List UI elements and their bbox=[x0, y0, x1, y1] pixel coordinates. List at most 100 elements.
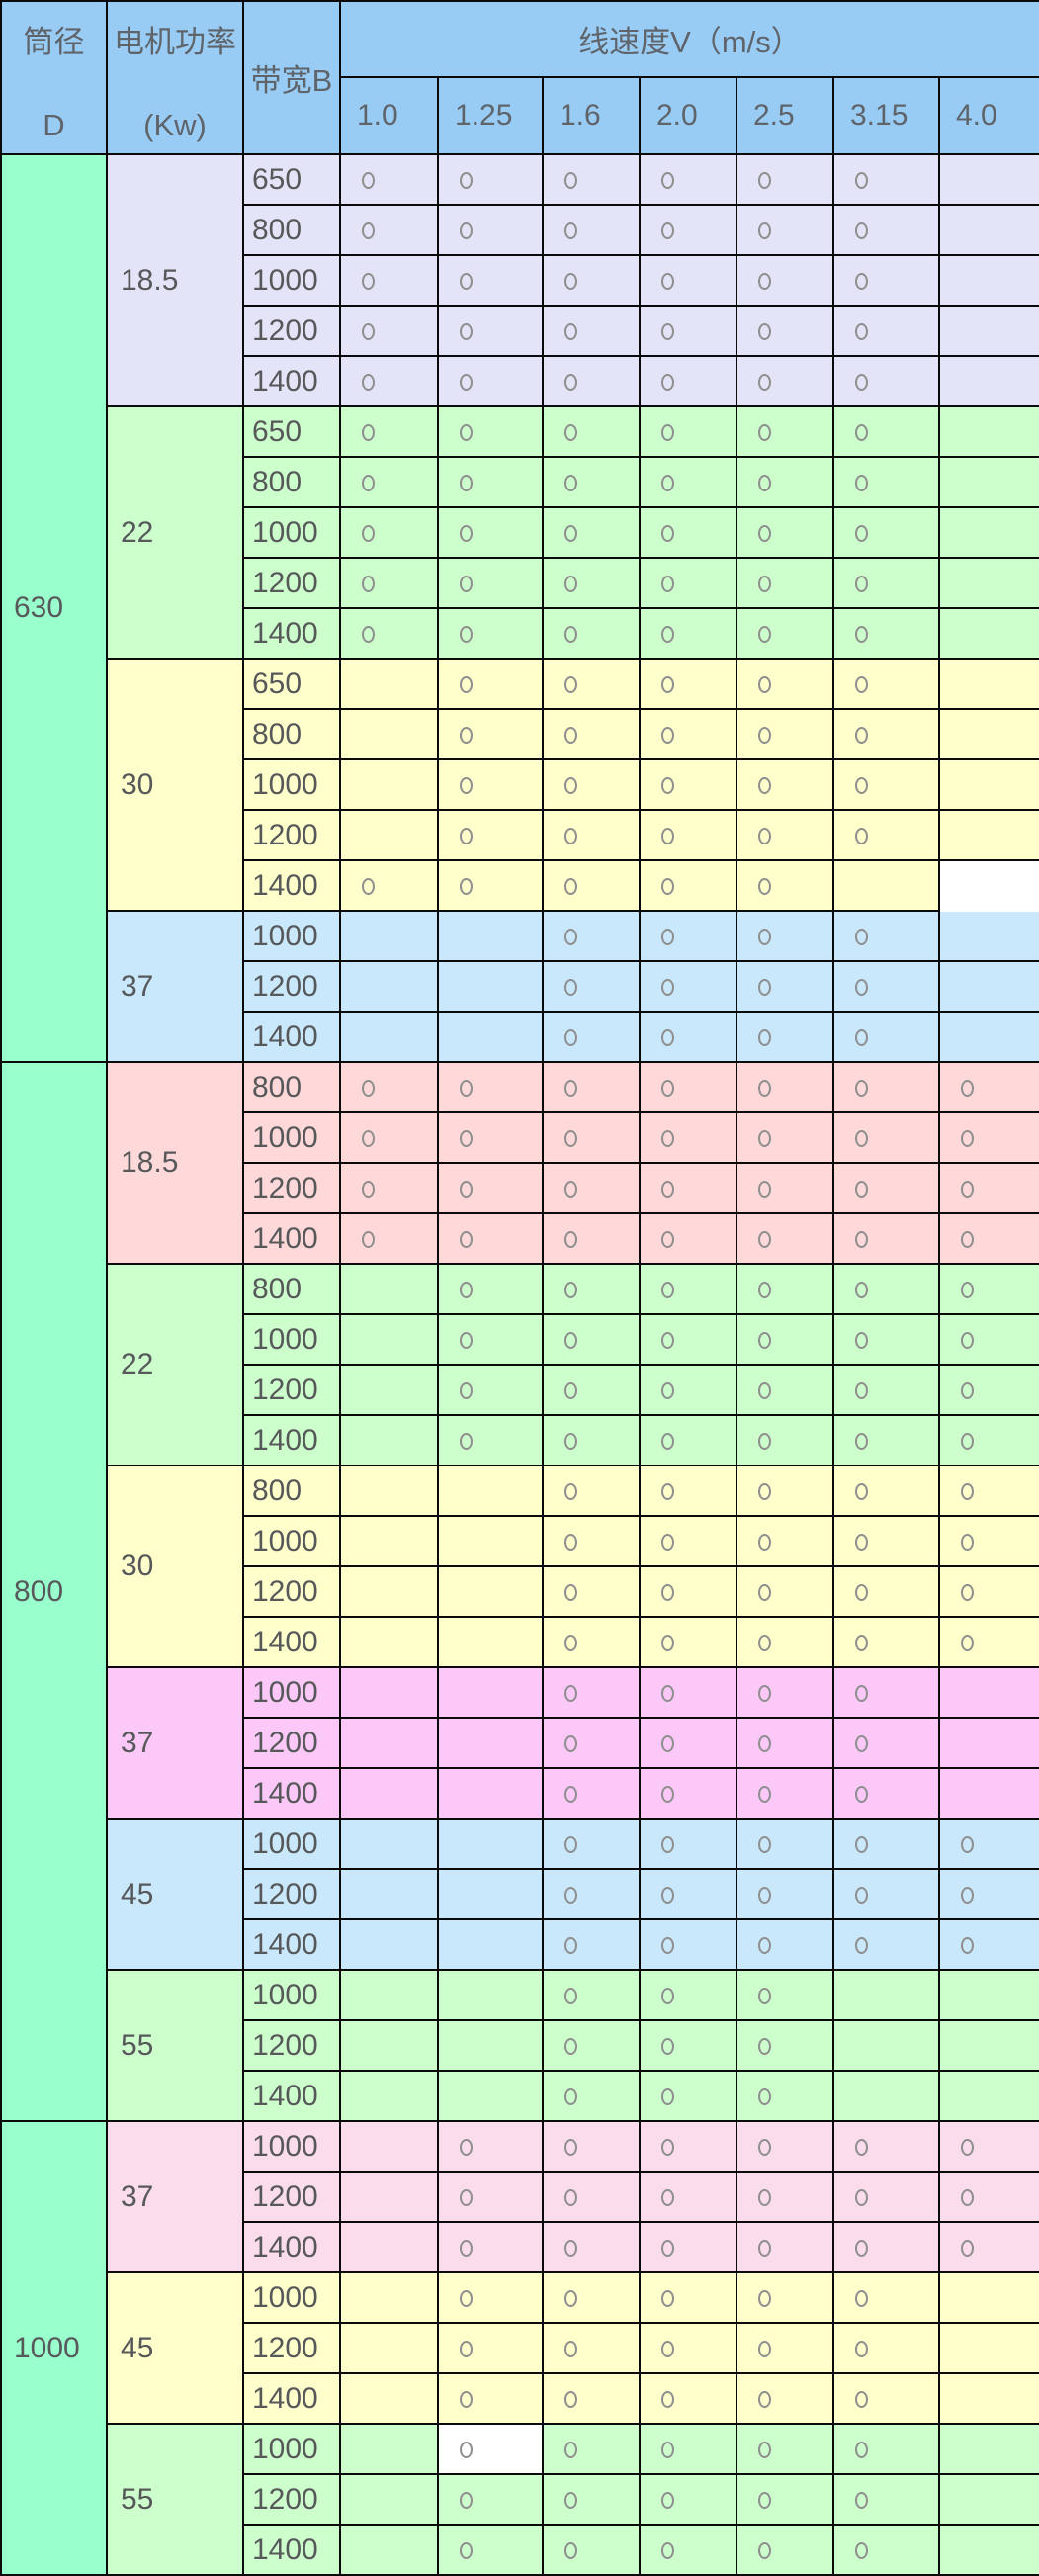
speed-cell bbox=[737, 2324, 834, 2374]
circle-mark bbox=[661, 1282, 674, 1299]
speed-cell bbox=[641, 1870, 737, 1920]
speed-cell bbox=[940, 1719, 1039, 1769]
belt-width-cell: 1000 bbox=[244, 760, 341, 811]
speed-cell bbox=[439, 1113, 544, 1164]
table-row: 30 650 bbox=[2, 660, 1039, 912]
speed-cell bbox=[834, 458, 940, 508]
speed-cell bbox=[439, 1315, 544, 1366]
belt-width-cell: 800 bbox=[244, 458, 341, 508]
speed-cell bbox=[737, 1769, 834, 1820]
circle-mark bbox=[855, 1080, 868, 1098]
circle-mark bbox=[460, 1332, 473, 1350]
speed-cell bbox=[737, 760, 834, 811]
speed-cell bbox=[439, 1567, 544, 1618]
speed-cell bbox=[834, 2475, 940, 2526]
belt-width-cell: 1400 bbox=[244, 2223, 341, 2273]
speed-cell bbox=[439, 407, 544, 458]
speed-cell bbox=[341, 1567, 439, 1618]
speed-cell bbox=[737, 2021, 834, 2072]
belt-width-cell: 650 bbox=[244, 155, 341, 206]
circle-mark bbox=[661, 1786, 674, 1804]
circle-mark bbox=[661, 273, 674, 291]
speed-cell bbox=[641, 1517, 737, 1567]
speed-cell bbox=[737, 1920, 834, 1971]
speed-cell bbox=[439, 2223, 544, 2273]
circle-mark bbox=[564, 525, 577, 543]
speed-cell bbox=[544, 508, 641, 559]
circle-mark bbox=[564, 1282, 577, 1299]
speed-cell bbox=[737, 2173, 834, 2223]
speed-cell bbox=[341, 861, 439, 912]
speed-cell bbox=[641, 1567, 737, 1618]
circle-mark bbox=[758, 1988, 771, 2005]
belt-width-cell: 1200 bbox=[244, 2173, 341, 2223]
speed-cell bbox=[341, 559, 439, 609]
speed-cell bbox=[940, 861, 1039, 912]
speed-cell bbox=[834, 2374, 940, 2425]
circle-mark bbox=[661, 1836, 674, 1854]
speed-cell bbox=[940, 1164, 1039, 1214]
circle-mark bbox=[564, 475, 577, 492]
speed-cell bbox=[341, 1265, 439, 1315]
speed-cell bbox=[834, 1820, 940, 1870]
speed-cell bbox=[641, 1668, 737, 1719]
circle-mark bbox=[961, 1584, 974, 1602]
power-cell: 37 bbox=[108, 1668, 244, 1820]
table-row: 37 1000 bbox=[2, 1668, 1039, 1820]
circle-mark bbox=[564, 374, 577, 392]
speed-cell bbox=[341, 660, 439, 710]
speed-cell bbox=[940, 256, 1039, 307]
circle-mark bbox=[564, 1685, 577, 1703]
speed-cell bbox=[834, 1971, 940, 2021]
speed-cell bbox=[439, 1920, 544, 1971]
table-row: 22 800 bbox=[2, 1265, 1039, 1466]
circle-mark bbox=[758, 777, 771, 795]
circle-mark bbox=[661, 727, 674, 745]
speed-cell bbox=[544, 559, 641, 609]
circle-mark bbox=[855, 828, 868, 845]
speed-cell bbox=[341, 1164, 439, 1214]
circle-mark bbox=[758, 1130, 771, 1148]
speed-cell bbox=[834, 811, 940, 861]
circle-mark bbox=[460, 1433, 473, 1451]
speed-cell bbox=[341, 2374, 439, 2425]
circle-mark bbox=[961, 1887, 974, 1905]
header-motor-power-unit: (Kw) bbox=[143, 108, 207, 142]
circle-mark bbox=[758, 1534, 771, 1552]
speed-cell bbox=[544, 1971, 641, 2021]
table-row: 800 18.5 800 bbox=[2, 1063, 1039, 2122]
speed-cell bbox=[940, 559, 1039, 609]
speed-cell bbox=[439, 2475, 544, 2526]
speed-cell bbox=[544, 1618, 641, 1668]
speed-cell bbox=[341, 1719, 439, 1769]
header-row-speeds: 1.0 1.25 1.6 2.0 2.5 3.15 4.0 bbox=[2, 78, 1039, 155]
speed-cell bbox=[940, 1466, 1039, 1517]
circle-mark bbox=[564, 1332, 577, 1350]
speed-cell bbox=[439, 710, 544, 760]
circle-mark bbox=[758, 525, 771, 543]
table-row: 1400 bbox=[2, 1013, 1039, 1063]
speed-cell bbox=[341, 1063, 439, 1113]
belt-width-cell: 1000 bbox=[244, 2273, 341, 2324]
speed-cell bbox=[940, 2374, 1039, 2425]
speed-cell bbox=[737, 1668, 834, 1719]
circle-mark bbox=[661, 1080, 674, 1098]
belt-width-cell: 800 bbox=[244, 1063, 341, 1113]
circle-mark bbox=[855, 1181, 868, 1199]
speed-cell bbox=[737, 2526, 834, 2576]
circle-mark bbox=[855, 979, 868, 997]
speed-cell bbox=[834, 1063, 940, 1113]
speed-cell bbox=[341, 307, 439, 357]
circle-mark bbox=[661, 979, 674, 997]
circle-mark bbox=[758, 2240, 771, 2258]
circle-mark bbox=[460, 172, 473, 190]
speed-cell bbox=[439, 760, 544, 811]
circle-mark bbox=[855, 1483, 868, 1501]
circle-mark bbox=[758, 1483, 771, 1501]
header-speed-1.6: 1.6 bbox=[544, 78, 641, 155]
header-speed-3.15: 3.15 bbox=[834, 78, 940, 155]
speed-cell bbox=[341, 609, 439, 660]
speed-cell bbox=[834, 1769, 940, 1820]
speed-cell bbox=[940, 2425, 1039, 2475]
speed-cell bbox=[940, 1265, 1039, 1315]
